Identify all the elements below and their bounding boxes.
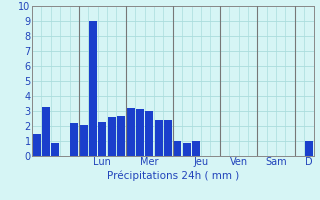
Bar: [173, 141, 181, 156]
Bar: [89, 21, 97, 156]
Bar: [99, 121, 106, 156]
Bar: [183, 142, 191, 156]
Bar: [52, 142, 60, 156]
X-axis label: Précipitations 24h ( mm ): Précipitations 24h ( mm ): [107, 170, 239, 181]
Bar: [192, 141, 200, 156]
Bar: [80, 124, 88, 156]
Bar: [108, 117, 116, 156]
Bar: [33, 134, 41, 156]
Bar: [42, 106, 50, 156]
Bar: [155, 120, 163, 156]
Bar: [305, 141, 313, 156]
Bar: [70, 123, 78, 156]
Bar: [164, 120, 172, 156]
Bar: [145, 111, 153, 156]
Bar: [136, 109, 144, 156]
Bar: [117, 116, 125, 156]
Bar: [127, 108, 134, 156]
